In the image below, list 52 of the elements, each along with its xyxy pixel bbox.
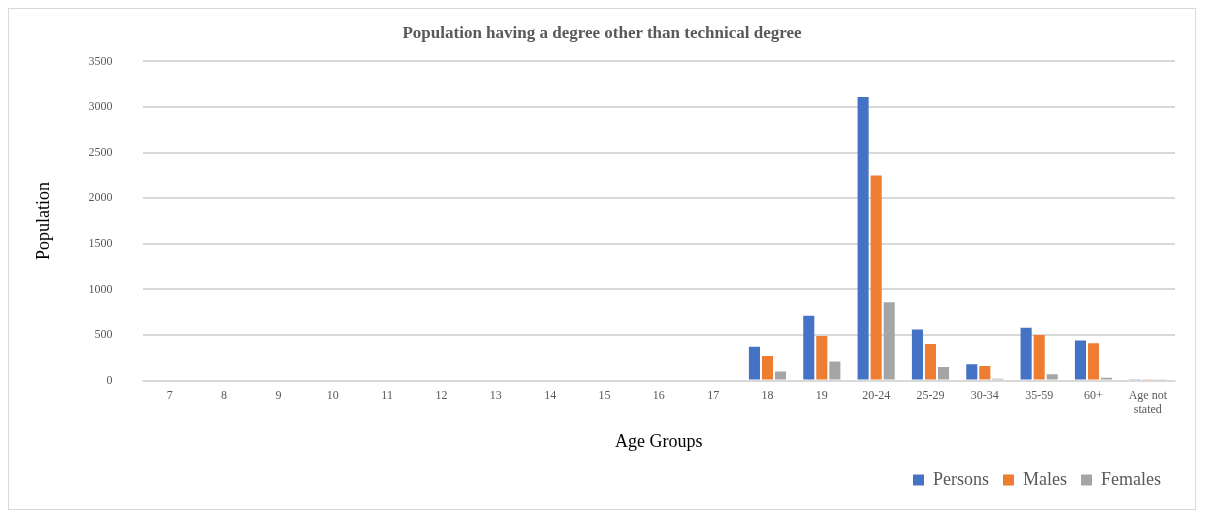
bar: [937, 366, 950, 380]
x-tick-label: 14: [544, 387, 557, 402]
bar: [774, 371, 787, 380]
bar: [966, 364, 978, 380]
chart-title: Population having a degree other than technical degree: [402, 22, 802, 42]
y-tick-label: 3500: [88, 53, 113, 68]
bar: [829, 361, 841, 380]
legend-label: Males: [1023, 468, 1068, 489]
bar: [748, 346, 760, 380]
x-tick-label: 16: [652, 387, 665, 402]
bar: [1046, 374, 1058, 380]
legend-label: Females: [1101, 468, 1162, 489]
y-tick-label: 500: [94, 327, 113, 342]
y-tick-label: 2500: [88, 144, 113, 159]
bar: [761, 355, 774, 380]
bar: [1074, 340, 1086, 380]
y-tick-label: 3000: [88, 99, 113, 114]
x-tick-label: 11: [381, 387, 393, 402]
x-tick-label: 30-34: [970, 387, 999, 402]
bar: [924, 344, 937, 380]
x-tick-label: 18: [761, 387, 774, 402]
x-tick-label: 60+: [1084, 387, 1104, 402]
bar: [979, 366, 991, 380]
bar: [911, 329, 923, 380]
x-tick-label: 19: [815, 387, 828, 402]
bar: [816, 335, 828, 380]
x-tick-label: 25-29: [916, 387, 945, 402]
y-tick-label: 1500: [88, 235, 113, 250]
bar: [803, 315, 815, 380]
bar: [883, 302, 895, 380]
x-tick-label: 20-24: [862, 387, 891, 402]
y-tick-label: 2000: [88, 190, 113, 205]
x-tick-label: 9: [275, 387, 282, 402]
x-tick-label: 7: [166, 387, 173, 402]
bar: [1020, 327, 1032, 380]
x-tick-label: 12: [435, 387, 448, 402]
legend-label: Persons: [933, 468, 990, 489]
x-tick-label: 35-59: [1025, 387, 1054, 402]
x-tick-label: 8: [221, 387, 228, 402]
bar: [870, 175, 882, 380]
x-tick-label: 17: [707, 387, 720, 402]
y-axis-title: Population: [32, 181, 53, 261]
y-tick-label: 1000: [88, 281, 113, 296]
x-tick-label: 13: [489, 387, 502, 402]
x-tick-label: 10: [326, 387, 339, 402]
bar: [857, 96, 869, 380]
y-tick-label: 0: [106, 372, 113, 387]
x-axis-title: Age Groups: [615, 430, 703, 451]
bar: [1033, 335, 1045, 380]
bar: [1087, 343, 1100, 380]
x-tick-label: 15: [598, 387, 611, 402]
x-tick-label: Age not stated: [1128, 387, 1168, 417]
